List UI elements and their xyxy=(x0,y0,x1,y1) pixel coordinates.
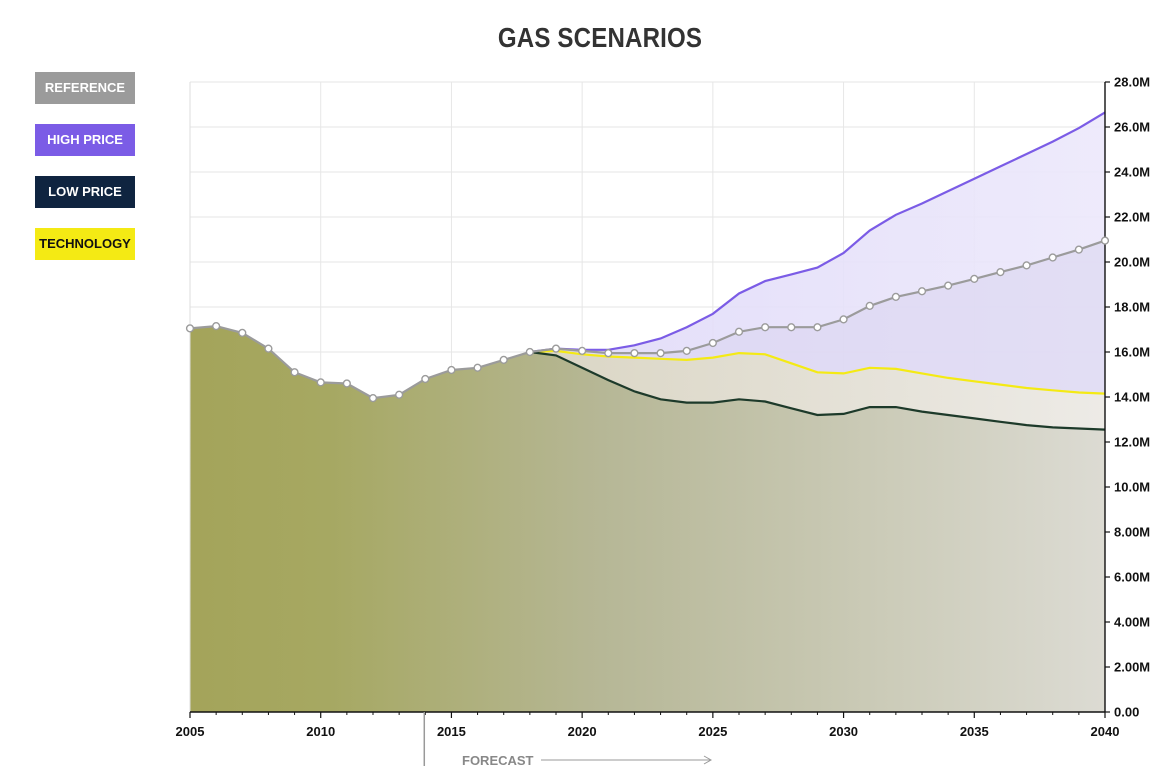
reference-point[interactable] xyxy=(865,301,874,310)
reference-point[interactable] xyxy=(212,322,221,331)
reference-point[interactable] xyxy=(917,287,927,296)
reference-point[interactable] xyxy=(996,268,1005,277)
reference-point[interactable] xyxy=(447,365,456,375)
line-technology xyxy=(529,349,1106,395)
reference-point[interactable] xyxy=(473,363,482,372)
x-tick-label: 2020 xyxy=(568,724,597,739)
reference-point[interactable] xyxy=(499,355,508,364)
y-tick-label: 10.0M xyxy=(1114,480,1150,495)
reference-markers xyxy=(185,236,1110,403)
y-tick-label: 20.0M xyxy=(1114,255,1150,270)
reference-point[interactable] xyxy=(238,328,247,337)
reference-point[interactable] xyxy=(421,374,430,384)
chart-title: GAS SCENARIOS xyxy=(497,22,703,53)
reference-point[interactable] xyxy=(813,323,822,332)
x-tick-label: 2040 xyxy=(1091,724,1120,739)
legend-item-high-price[interactable]: HIGH PRICE xyxy=(35,124,135,156)
reference-point[interactable] xyxy=(656,349,665,358)
reference-point[interactable] xyxy=(342,379,351,388)
reference-point[interactable] xyxy=(185,324,195,333)
reference-point[interactable] xyxy=(604,349,613,358)
x-tick-label: 2015 xyxy=(437,724,466,739)
reference-point[interactable] xyxy=(551,344,561,353)
area-low-price xyxy=(190,326,1105,712)
reference-point[interactable] xyxy=(944,281,953,290)
x-tick-label: 2035 xyxy=(960,724,989,739)
reference-point[interactable] xyxy=(682,346,691,355)
reference-point[interactable] xyxy=(290,368,299,377)
series-lines xyxy=(189,111,1106,431)
reference-point[interactable] xyxy=(368,394,378,403)
y-tick-label: 14.0M xyxy=(1114,390,1150,405)
reference-point[interactable] xyxy=(787,323,796,332)
legend-item-technology[interactable]: TECHNOLOGY xyxy=(35,228,135,260)
reference-point[interactable] xyxy=(970,274,979,283)
y-tick-label: 18.0M xyxy=(1114,300,1150,315)
legend-item-reference[interactable]: REFERENCE xyxy=(35,72,135,104)
axes: 0.00 2.00M 4.00M 6.00M 8.00M 10.0M 12.0M 14.0M 1… xyxy=(176,75,1151,769)
line-low-price xyxy=(529,350,1106,431)
y-tick-label: 26.0M xyxy=(1114,120,1150,135)
reference-point[interactable] xyxy=(1100,236,1110,245)
reference-point[interactable] xyxy=(708,338,717,348)
legend-item-low-price[interactable]: LOW PRICE xyxy=(35,176,135,208)
reference-point[interactable] xyxy=(578,346,587,355)
reference-point[interactable] xyxy=(630,349,639,358)
x-tick-label: 2010 xyxy=(306,724,335,739)
reference-point[interactable] xyxy=(316,378,325,387)
forecast-label: FORECAST xyxy=(462,753,534,768)
reference-point[interactable] xyxy=(839,315,848,324)
y-tick-label: 4.00M xyxy=(1114,615,1150,630)
reference-point[interactable] xyxy=(395,390,404,399)
y-tick-label: 8.00M xyxy=(1114,525,1150,540)
y-tick-label: 0.00 xyxy=(1114,705,1139,720)
series-areas xyxy=(190,112,1105,712)
y-tick-label: 28.0M xyxy=(1114,75,1150,90)
x-tick-label: 2025 xyxy=(698,724,727,739)
y-tick-label: 16.0M xyxy=(1114,345,1150,360)
reference-point[interactable] xyxy=(1022,261,1031,270)
reference-point[interactable] xyxy=(761,323,770,332)
y-tick-label: 12.0M xyxy=(1114,435,1150,450)
y-tick-label: 6.00M xyxy=(1114,570,1150,585)
reference-point[interactable] xyxy=(1048,253,1057,262)
y-tick-label: 2.00M xyxy=(1114,660,1150,675)
line-high-price xyxy=(529,111,1106,354)
legend: REFERENCE HIGH PRICE LOW PRICE TECHNOLOG… xyxy=(35,72,135,280)
x-tick-label: 2030 xyxy=(829,724,858,739)
reference-point[interactable] xyxy=(1074,245,1083,254)
line-reference xyxy=(189,239,1106,400)
y-tick-label: 24.0M xyxy=(1114,165,1150,180)
reference-point[interactable] xyxy=(891,292,900,301)
y-tick-label: 22.0M xyxy=(1114,210,1150,225)
reference-point[interactable] xyxy=(734,327,744,336)
reference-point[interactable] xyxy=(264,344,273,353)
x-tick-label: 2005 xyxy=(176,724,205,739)
forecast-arrow-head-icon xyxy=(703,755,713,765)
reference-point[interactable] xyxy=(525,347,534,357)
